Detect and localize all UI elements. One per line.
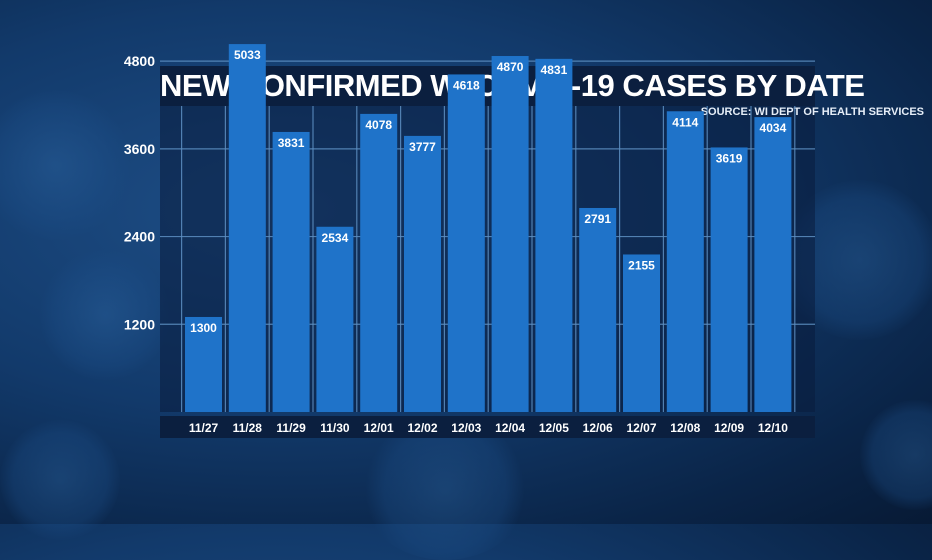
data-label: 4618 (453, 78, 480, 92)
bar (404, 135, 441, 412)
chart-source: SOURCE: WI DEPT OF HEALTH SERVICES (700, 106, 924, 118)
bar (710, 147, 748, 412)
data-label: 5033 (234, 48, 261, 62)
bar (316, 226, 354, 412)
bar (228, 44, 266, 412)
bar (666, 111, 704, 412)
bar (272, 131, 310, 412)
data-label: 4114 (672, 115, 698, 129)
bar (579, 207, 617, 412)
x-tick-label: 12/08 (670, 421, 700, 435)
y-tick-label: 3600 (124, 141, 155, 157)
data-label: 4831 (541, 63, 568, 77)
x-tick-label: 12/10 (758, 421, 788, 435)
x-axis-band (160, 416, 815, 438)
bar (491, 56, 529, 413)
bar (447, 74, 485, 413)
x-tick-label: 12/06 (583, 421, 613, 435)
x-tick-label: 12/03 (451, 421, 481, 435)
bar (535, 58, 573, 412)
y-tick-label: 2400 (124, 229, 155, 245)
data-label: 2791 (584, 212, 611, 226)
y-tick-label: 4800 (124, 53, 155, 69)
x-tick-label: 11/28 (233, 421, 263, 435)
x-tick-label: 12/07 (626, 421, 656, 435)
bar (360, 113, 398, 413)
x-tick-label: 12/01 (364, 421, 394, 435)
x-tick-label: 12/09 (714, 421, 744, 435)
data-label: 3831 (278, 136, 305, 150)
bar-chart: 120024003600480060007200130011/27503311/… (124, 44, 815, 435)
background-virus-shape (40, 250, 170, 380)
bar (623, 254, 660, 412)
data-label: 4870 (497, 60, 524, 74)
y-tick-label: 1200 (124, 316, 155, 332)
x-tick-label: 12/02 (407, 421, 437, 435)
background-virus-shape (0, 90, 130, 240)
data-label: 4078 (365, 118, 392, 132)
x-tick-label: 11/27 (189, 421, 219, 435)
data-label: 2534 (322, 231, 349, 245)
x-tick-label: 11/30 (320, 421, 350, 435)
background-virus-shape (0, 420, 120, 540)
x-tick-label: 11/29 (276, 421, 306, 435)
data-label: 3619 (716, 151, 743, 165)
x-tick-label: 12/05 (539, 421, 569, 435)
bar (754, 117, 792, 413)
data-label: 4034 (760, 121, 787, 135)
bar (185, 316, 222, 412)
data-label: 2155 (628, 258, 655, 272)
data-label: 1300 (190, 321, 217, 335)
data-label: 3777 (409, 140, 436, 154)
x-tick-label: 12/04 (495, 421, 525, 435)
